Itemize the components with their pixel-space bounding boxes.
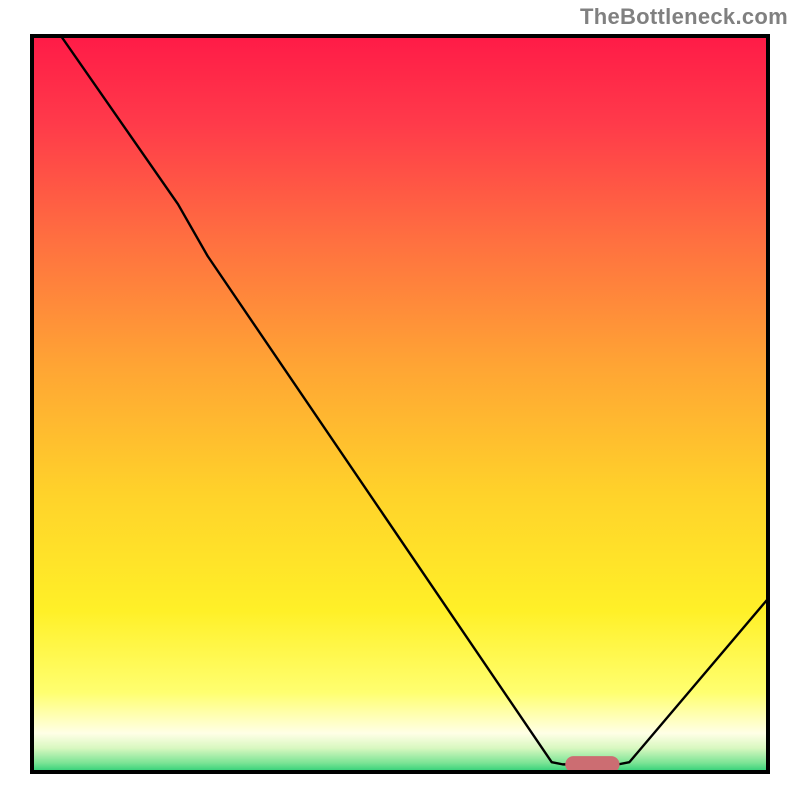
optimal-marker	[566, 757, 619, 773]
watermark-text: TheBottleneck.com	[580, 4, 788, 30]
chart-background	[30, 34, 770, 774]
bottleneck-chart	[30, 34, 770, 774]
chart-svg	[30, 34, 770, 774]
